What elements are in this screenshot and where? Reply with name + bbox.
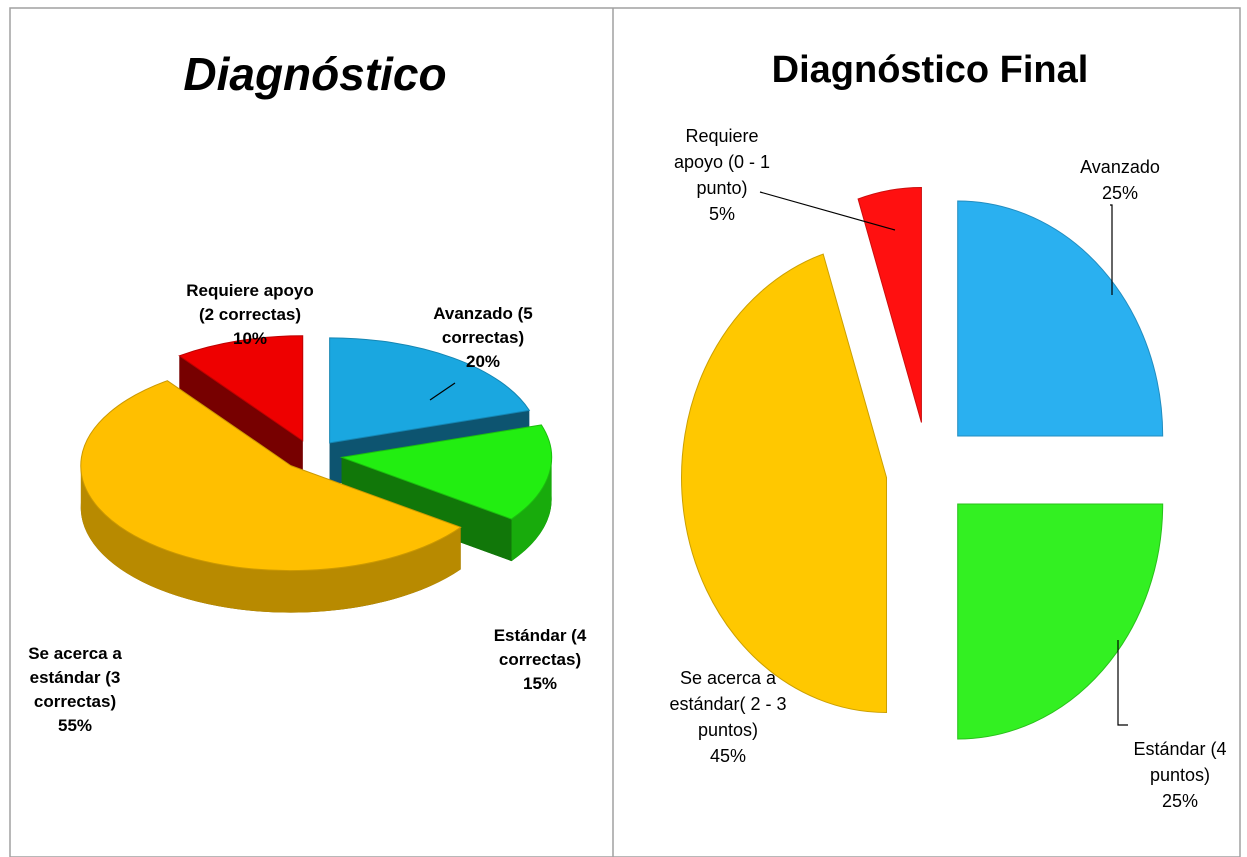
category: Requiere apoyo (2 correctas) <box>186 281 314 324</box>
leader-line <box>1117 640 1128 726</box>
category: Avanzado <box>1080 157 1160 177</box>
slice-wall <box>341 457 512 562</box>
pie-slice <box>339 424 553 520</box>
category: Se acerca a estándar( 2 - 3 puntos) <box>669 668 787 740</box>
chart-title: Diagnóstico Final <box>772 49 1089 91</box>
data-label: Avanzado 25% <box>1065 154 1175 206</box>
data-label: Avanzado (5 correctas) 20% <box>428 302 538 374</box>
value-label: 45% <box>709 746 747 766</box>
value-label: 25% <box>1161 791 1199 811</box>
value-label: 25% <box>1101 183 1139 203</box>
leader-line <box>759 191 896 231</box>
pie-slice <box>957 503 1164 740</box>
leader-line <box>1110 204 1113 295</box>
slice-wall <box>179 355 303 483</box>
pie-slice <box>329 337 531 444</box>
value-label: 10% <box>232 329 268 348</box>
category: Requiere apoyo (0 - 1 punto) <box>673 126 771 198</box>
pie-slice <box>857 186 922 423</box>
category: Estándar (4 puntos) <box>1133 739 1227 785</box>
pie-slice <box>957 200 1164 437</box>
pie-slice <box>681 253 888 714</box>
slice-side <box>511 457 552 562</box>
value-label: 15% <box>522 674 558 693</box>
category: Se acerca a estándar (3 correctas) <box>28 644 122 711</box>
data-label: Se acerca a estándar( 2 - 3 puntos) 45% <box>668 665 788 769</box>
slice-side <box>80 465 461 613</box>
chart-title: Diagnóstico <box>183 48 446 100</box>
data-label: Estándar (4 correctas) 15% <box>485 624 595 696</box>
data-label: Se acerca a estándar (3 correctas) 55% <box>20 642 130 738</box>
frame <box>9 7 1241 857</box>
leader-lines <box>429 191 1128 726</box>
leader-line <box>429 382 456 401</box>
pie-slice <box>178 335 304 442</box>
data-label: Estándar (4 puntos) 25% <box>1125 736 1235 814</box>
data-label: Requiere apoyo (0 - 1 punto) 5% <box>667 123 777 227</box>
value-label: 55% <box>57 716 93 735</box>
value-label: 20% <box>465 352 501 371</box>
pie-slice <box>80 380 462 572</box>
value-label: 5% <box>708 204 735 224</box>
data-label: Requiere apoyo (2 correctas) 10% <box>185 279 315 351</box>
category: Avanzado (5 correctas) <box>433 304 533 347</box>
category: Estándar (4 correctas) <box>493 626 587 669</box>
